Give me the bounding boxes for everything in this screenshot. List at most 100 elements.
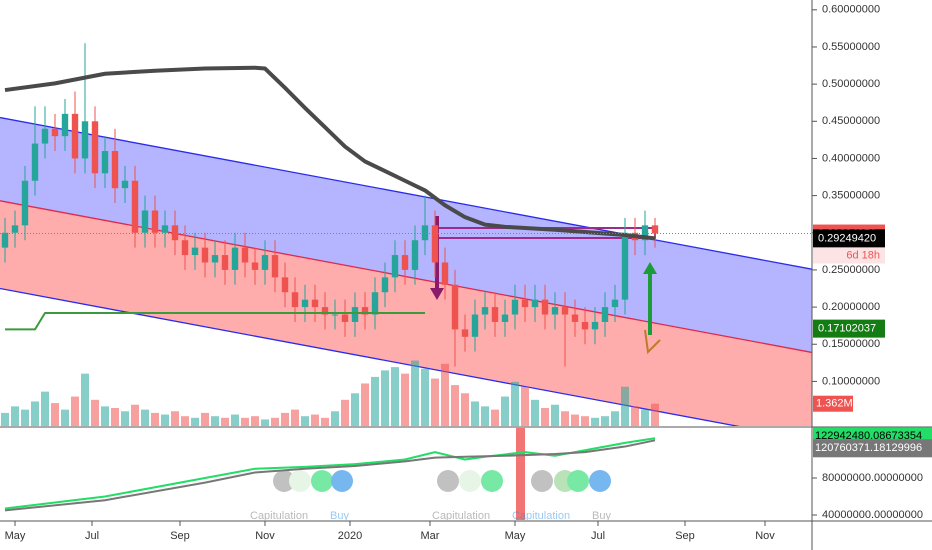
candle-body <box>511 299 519 315</box>
annotation: Buy <box>330 510 349 522</box>
volume-bar <box>571 414 579 426</box>
y-tick-label: 0.50000000 <box>822 78 880 90</box>
candle-body <box>181 240 189 256</box>
volume-bar <box>11 406 19 426</box>
volume-bar <box>191 417 199 426</box>
volume-bar <box>281 412 289 426</box>
x-tick-label: Jul <box>591 530 605 542</box>
candle-body <box>111 151 119 189</box>
volume-bar <box>371 376 379 426</box>
candle-body <box>451 284 459 330</box>
candle-body <box>71 113 79 159</box>
ind-label: 120760371.18129996 <box>815 442 922 454</box>
volume-bar <box>501 396 509 426</box>
volume-bar <box>481 406 489 426</box>
y-tick-label: 0.40000000 <box>822 152 880 164</box>
volume-bar <box>171 411 179 426</box>
volume-bar <box>261 419 269 426</box>
price-label-bg <box>813 229 885 248</box>
ind-tick-label: 80000000.00000000 <box>822 472 923 484</box>
y-tick-label: 0.45000000 <box>822 115 880 127</box>
candle-body <box>151 210 159 233</box>
volume-bar <box>321 417 329 426</box>
volume-bar <box>121 411 129 426</box>
candle-body <box>51 128 59 137</box>
up-arrow-head <box>643 262 657 274</box>
x-tick-label: Nov <box>255 530 275 542</box>
volume-bar <box>531 399 539 426</box>
candle-body <box>481 307 489 315</box>
candle-body <box>211 255 219 263</box>
candle-body <box>321 307 329 315</box>
volume-bar <box>31 401 39 426</box>
volume-bar <box>331 411 339 426</box>
volume-bar <box>391 367 399 426</box>
candle-body <box>521 299 529 308</box>
x-tick-label: May <box>5 530 26 542</box>
candle-body <box>101 151 109 174</box>
volume-bar <box>271 417 279 426</box>
volume-bar <box>241 417 249 426</box>
volume-bar <box>341 399 349 426</box>
path-sketch <box>644 329 661 355</box>
price-label: 0.29249420 <box>818 232 876 244</box>
candle-body <box>561 307 569 315</box>
candle-body <box>91 121 99 174</box>
x-tick-label: Sep <box>675 530 695 542</box>
y-tick-label: 0.20000000 <box>822 301 880 313</box>
candle-body <box>231 247 239 270</box>
candle-body <box>341 314 349 322</box>
candle-body <box>641 225 649 241</box>
candle-body <box>171 225 179 241</box>
volume-bar <box>651 403 659 426</box>
candle-body <box>141 210 149 233</box>
highlight-band <box>516 428 525 520</box>
candle-body <box>461 329 469 337</box>
candle-body <box>221 255 229 270</box>
x-tick-label: 2020 <box>338 530 362 542</box>
candle-body <box>421 225 429 241</box>
volume-label: 1.362M <box>816 398 853 410</box>
candle-body <box>61 113 69 137</box>
candle-body <box>131 180 139 233</box>
price-label: 0.17102037 <box>818 323 876 335</box>
volume-bar <box>201 412 209 426</box>
ind-label-bg <box>813 439 932 458</box>
candle-body <box>531 299 539 308</box>
candle-body <box>161 225 169 233</box>
volume-bar <box>461 393 469 426</box>
candle-body <box>11 225 19 233</box>
volume-bar <box>131 404 139 426</box>
volume-bar <box>361 383 369 426</box>
y-tick-label: 0.35000000 <box>822 190 880 202</box>
candle-body <box>191 247 199 256</box>
volume-bar <box>631 406 639 426</box>
candle-body <box>571 314 579 322</box>
y-tick-label: 0.60000000 <box>822 4 880 16</box>
candle-body <box>541 299 549 315</box>
candle-body <box>311 299 319 308</box>
candle-body <box>251 262 259 270</box>
volume-bar <box>561 411 569 426</box>
countdown-bg <box>813 246 885 264</box>
indicator: Capitulation Buy Capitulation Capitulation B… <box>4 428 656 522</box>
volume-bar <box>601 416 609 426</box>
volume <box>0 360 659 426</box>
candle-body <box>41 128 49 144</box>
x-tick-label: Jul <box>85 530 99 542</box>
annotation: Capitulation <box>250 510 308 522</box>
y-tick-label: 0.10000000 <box>822 375 880 387</box>
candle-body <box>611 299 619 308</box>
candle-body <box>361 307 369 315</box>
candle-body <box>271 255 279 278</box>
x-tick-label: May <box>505 530 526 542</box>
candle-body <box>381 277 389 293</box>
axes: 0.10000000 0.15000000 0.20000000 0.25000000… <box>5 4 932 542</box>
volume-label-bg <box>813 395 853 412</box>
volume-bar <box>521 386 529 426</box>
volume-bar <box>61 409 69 426</box>
candle-body <box>471 314 479 337</box>
volume-bar <box>141 409 149 426</box>
candle-body <box>371 292 379 315</box>
x-tick-label: Mar <box>421 530 440 542</box>
